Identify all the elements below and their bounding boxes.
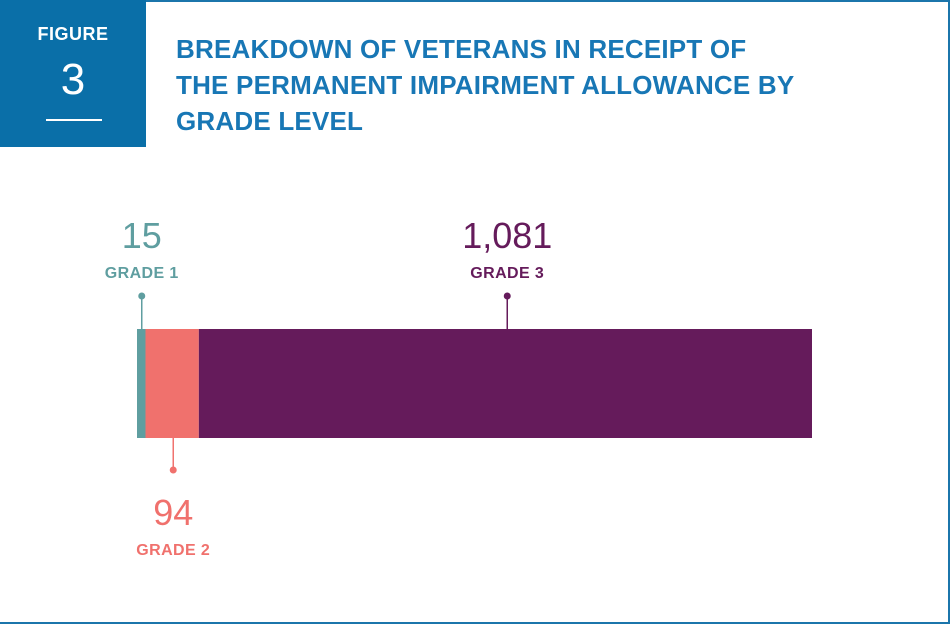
- grade-2-bar-segment: [145, 329, 199, 438]
- grade-2-category-label: GRADE 2: [136, 542, 210, 559]
- grade-3-category-label: GRADE 3: [470, 265, 544, 282]
- grade-3-value-label: 1,081: [462, 215, 552, 256]
- grade-3-bar-segment: [198, 329, 812, 438]
- grade-2-leader-dot: [169, 466, 177, 474]
- figure-number: 3: [60, 55, 86, 104]
- figure-rule: [46, 119, 102, 121]
- stacked-bar-chart: 15 GRADE 1 94 GRADE 2 1,081 GRADE 3: [105, 215, 812, 559]
- grade-1-bar-segment: [137, 329, 146, 438]
- grade-1-category-label: GRADE 1: [105, 265, 179, 282]
- chart-title: BREAKDOWN OF VETERANS IN RECEIPT OF THE …: [176, 34, 794, 136]
- grade-3-leader-dot: [503, 292, 511, 300]
- grade-1-value-label: 15: [122, 215, 162, 256]
- figure-badge: FIGURE 3: [0, 0, 146, 147]
- grade-1-leader-dot: [138, 292, 146, 300]
- grade-2-value-label: 94: [153, 492, 193, 533]
- figure-label: FIGURE: [37, 24, 109, 44]
